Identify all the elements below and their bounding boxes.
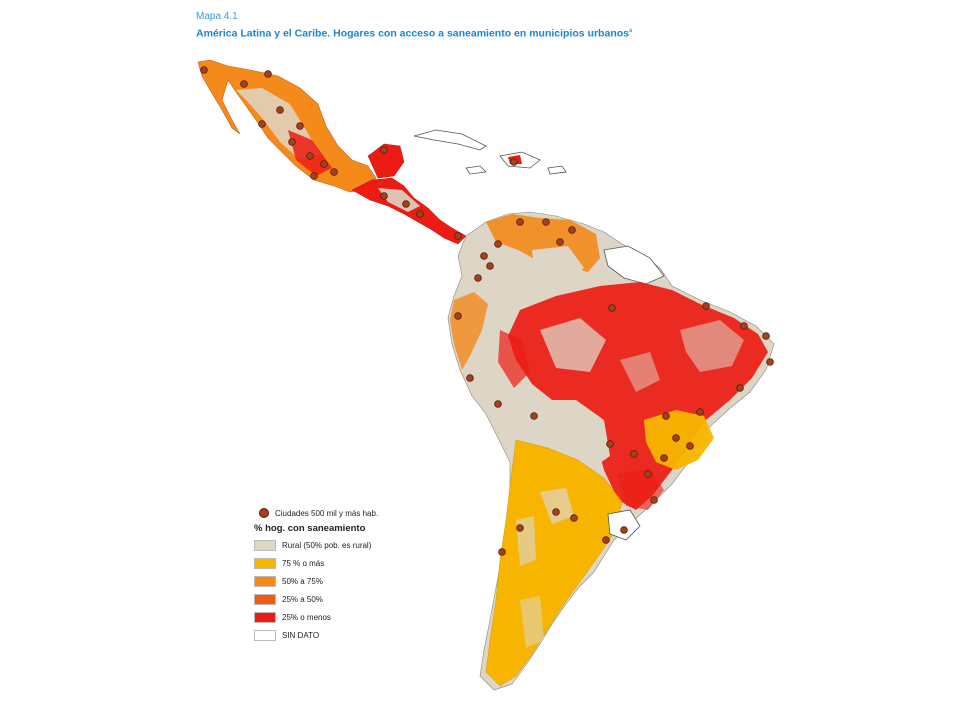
city-marker — [660, 454, 668, 462]
legend-swatch — [254, 539, 276, 551]
city-marker — [240, 80, 248, 88]
city-marker — [630, 450, 638, 458]
city-marker — [766, 358, 774, 366]
city-marker — [402, 200, 410, 208]
legend-item-label: 25% a 50% — [282, 594, 323, 604]
city-marker — [608, 304, 616, 312]
city-marker — [498, 548, 506, 556]
region-brazil-rural-a — [540, 318, 606, 372]
city-marker — [306, 152, 314, 160]
legend-swatch — [254, 557, 276, 569]
legend-item: 50% a 75% — [254, 572, 454, 590]
legend-item: 25% o menos — [254, 608, 454, 626]
city-marker — [474, 274, 482, 282]
city-marker — [494, 240, 502, 248]
city-marker — [276, 106, 284, 114]
legend-swatch — [254, 629, 276, 641]
legend-item-label: 25% o menos — [282, 612, 331, 622]
city-marker — [288, 138, 296, 146]
map-title: América Latina y el Caribe. Hogares con … — [196, 24, 896, 41]
legend-item: 75 % o más — [254, 554, 454, 572]
city-marker — [380, 192, 388, 200]
legend-item-label: 50% a 75% — [282, 576, 323, 586]
region-brazil-rural-c — [620, 352, 660, 392]
map-title-note: a — [628, 28, 633, 34]
city-markers — [200, 66, 774, 556]
city-dot-icon — [259, 508, 269, 518]
city-marker — [454, 232, 462, 240]
city-marker — [258, 120, 266, 128]
city-marker — [672, 434, 680, 442]
city-marker — [736, 384, 744, 392]
region-uruguay — [607, 509, 641, 541]
city-marker — [552, 508, 560, 516]
map-legend: Ciudades 500 mil y más hab. % hog. con s… — [254, 506, 454, 644]
island-jamaica — [465, 165, 487, 175]
map-title-text: América Latina y el Caribe. Hogares con … — [196, 27, 629, 40]
legend-item: SIN DATO — [254, 626, 454, 644]
city-marker — [494, 400, 502, 408]
map-header: Mapa 4.1 América Latina y el Caribe. Hog… — [196, 10, 896, 41]
city-marker — [200, 66, 208, 74]
city-marker — [542, 218, 550, 226]
region-yucatan — [367, 143, 405, 179]
city-marker — [568, 226, 576, 234]
legend-item: 25% a 50% — [254, 590, 454, 608]
city-marker — [380, 146, 388, 154]
legend-swatch — [254, 575, 276, 587]
city-marker — [320, 160, 328, 168]
city-marker — [310, 172, 318, 180]
legend-city: Ciudades 500 mil y más hab. — [254, 506, 454, 520]
city-marker — [602, 536, 610, 544]
region-southern-cone — [485, 439, 623, 687]
city-marker — [556, 238, 564, 246]
city-marker — [480, 252, 488, 260]
city-marker — [696, 408, 704, 416]
city-marker — [330, 168, 338, 176]
region-guianas — [603, 245, 665, 285]
city-marker — [516, 524, 524, 532]
island-puerto-rico — [547, 165, 567, 175]
city-marker — [454, 312, 462, 320]
city-marker — [264, 70, 272, 78]
city-marker — [466, 374, 474, 382]
region-venezuela-rural — [532, 246, 584, 290]
legend-items: Rural (50% pob. es rural) 75 % o más 50%… — [254, 536, 454, 644]
city-marker — [650, 496, 658, 504]
city-marker — [416, 210, 424, 218]
region-central-america-rural — [378, 188, 420, 212]
city-marker — [644, 470, 652, 478]
legend-item-label: Rural (50% pob. es rural) — [282, 540, 372, 550]
city-marker — [510, 158, 518, 166]
legend-swatch — [254, 611, 276, 623]
legend-item: Rural (50% pob. es rural) — [254, 536, 454, 554]
legend-swatch — [254, 593, 276, 605]
island-cuba — [413, 129, 487, 151]
city-marker — [516, 218, 524, 226]
city-marker — [686, 442, 694, 450]
region-peru-coast — [450, 292, 488, 370]
city-marker — [606, 440, 614, 448]
city-marker — [740, 322, 748, 330]
city-marker — [702, 302, 710, 310]
city-marker — [486, 262, 494, 270]
region-argentina-rural-a — [540, 488, 574, 524]
region-peru-low — [498, 330, 530, 388]
city-marker — [762, 332, 770, 340]
city-marker — [620, 526, 628, 534]
legend-item-label: SIN DATO — [282, 630, 320, 640]
region-patagonia-rural — [520, 596, 544, 648]
map-number: Mapa 4.1 — [196, 11, 238, 22]
city-marker — [530, 412, 538, 420]
city-marker — [570, 514, 578, 522]
legend-city-label: Ciudades 500 mil y más hab. — [275, 508, 379, 518]
city-marker — [662, 412, 670, 420]
legend-item-label: 75 % o más — [282, 558, 325, 568]
city-marker — [296, 122, 304, 130]
region-brazil-rural-b — [680, 320, 744, 372]
legend-title: % hog. con saneamiento — [254, 523, 366, 534]
